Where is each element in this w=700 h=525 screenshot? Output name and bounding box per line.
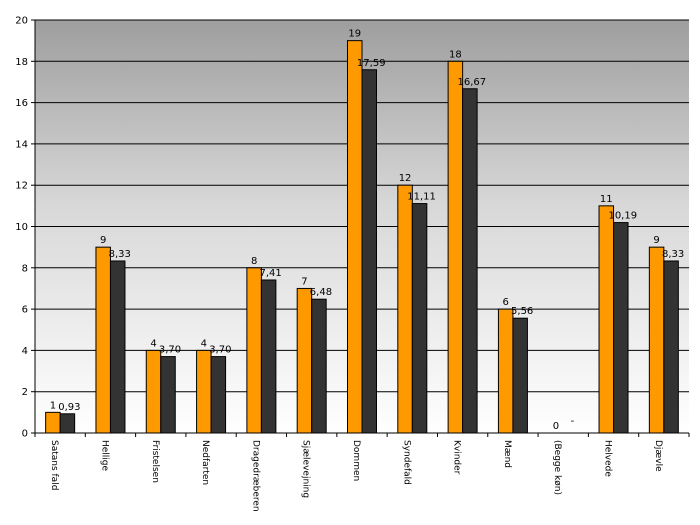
data-label: 18 (449, 49, 462, 60)
data-label: - (571, 416, 575, 427)
y-tick-label: 6 (22, 305, 28, 316)
y-tick-label: 2 (22, 387, 28, 398)
category-label: Sjælevejning (301, 440, 311, 498)
category-label: Dragedræberen (250, 440, 260, 512)
bar-dark (411, 203, 428, 434)
data-label: 8,33 (662, 249, 684, 260)
y-tick-label: 14 (15, 139, 28, 150)
data-label: 3,70 (159, 345, 181, 356)
data-label: 8,33 (109, 249, 131, 260)
data-label: 4 (150, 338, 156, 349)
bar-orange (196, 349, 212, 434)
bar-orange (648, 246, 665, 434)
category-label: Djævle (653, 440, 663, 472)
category-label: Nedfarten (200, 440, 210, 485)
data-label: 9 (653, 235, 659, 246)
data-label: 1 (50, 400, 56, 411)
data-label: 11,11 (407, 192, 436, 203)
data-label: 5,56 (511, 306, 533, 317)
bar-dark (311, 298, 327, 434)
category-label: Mænd (502, 440, 512, 468)
data-label: 6,48 (310, 287, 332, 298)
bar-dark (512, 317, 528, 434)
data-label: 11 (600, 194, 613, 205)
data-label: 7,41 (260, 268, 282, 279)
bar-orange (397, 184, 413, 434)
y-tick-label: 10 (15, 222, 28, 233)
category-label: Dommen (351, 440, 361, 481)
data-label: 10,19 (608, 211, 637, 222)
bar-orange (447, 60, 464, 434)
y-tick-label: 16 (15, 98, 28, 109)
bar-orange (95, 246, 111, 434)
bar-dark (260, 279, 277, 434)
bar-orange (45, 411, 61, 434)
bar-orange (246, 267, 262, 434)
category-label: Fristelsen (150, 440, 160, 483)
data-label: 0,93 (58, 402, 80, 413)
data-label: 9 (100, 235, 106, 246)
y-tick-label: 0 (22, 429, 28, 440)
bar-dark (663, 260, 679, 434)
category-label: Satans fald (49, 440, 59, 490)
data-label: 17,59 (357, 58, 386, 69)
y-tick-label: 20 (15, 16, 28, 27)
bar-dark (361, 69, 377, 434)
data-label: 3,70 (209, 345, 231, 356)
data-label: 0 (553, 421, 559, 432)
bars (45, 40, 679, 434)
bar-orange (497, 308, 514, 434)
bar-dark (210, 356, 227, 434)
bar-orange (296, 287, 313, 434)
bar-orange (145, 349, 162, 434)
bar-dark (462, 88, 478, 434)
y-tick-label: 8 (22, 263, 28, 274)
data-label: 6 (502, 297, 508, 308)
bar-dark (160, 356, 176, 434)
y-tick-label: 4 (22, 346, 28, 357)
category-label: (Begge køn) (552, 440, 562, 495)
bar-dark (613, 222, 629, 434)
data-label: 7 (301, 276, 307, 287)
data-label: 4 (201, 338, 207, 349)
bar-orange (598, 205, 615, 434)
data-label: 8 (251, 256, 257, 267)
data-label: 16,67 (458, 77, 487, 88)
data-label: 19 (348, 29, 361, 40)
bar-orange (347, 40, 363, 434)
category-label: Helvede (603, 440, 613, 477)
y-tick-label: 18 (15, 57, 28, 68)
category-label: Syndefald (401, 440, 411, 485)
bar-dark (109, 260, 126, 434)
bar-dark (59, 413, 76, 434)
category-label: Hellige (99, 440, 109, 472)
data-label: 12 (399, 173, 412, 184)
y-tick-label: 12 (15, 181, 28, 192)
category-label: Kvinder (452, 440, 462, 475)
